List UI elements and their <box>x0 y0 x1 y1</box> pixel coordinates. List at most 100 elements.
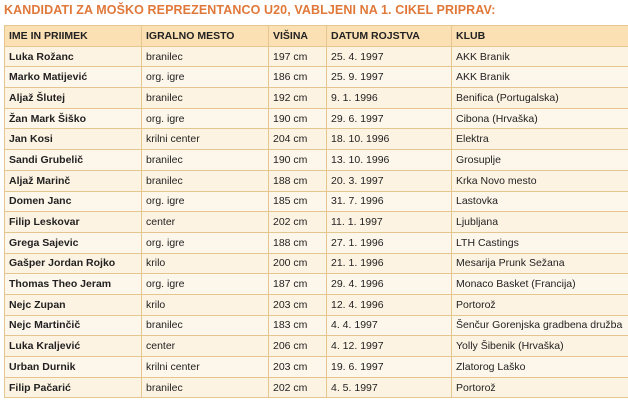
player-position: org. igre <box>141 66 269 89</box>
table-row: Luka Kraljević center 206 cm 4. 12. 1997 Yol… <box>4 335 628 357</box>
player-club: AKK Branik <box>451 45 628 68</box>
column-header-position: IGRALNO MESTO <box>141 25 269 47</box>
player-birthdate: 19. 6. 1997 <box>326 356 452 378</box>
player-name: Grega Sajevic <box>4 231 142 254</box>
player-club: LTH Castings <box>451 231 628 254</box>
player-name: Domen Janc <box>4 190 142 213</box>
player-height: 206 cm <box>268 335 327 357</box>
player-name: Sandi Grubelič <box>4 149 142 171</box>
player-position: center <box>141 335 269 357</box>
table-row: Marko Matijević org. igre 186 cm 25. 9. 199… <box>4 66 628 89</box>
table-row: Aljaž Marinč branilec 188 cm 20. 3. 1997 Krk… <box>4 169 628 192</box>
player-birthdate: 27. 1. 1996 <box>326 231 452 254</box>
player-position: org. igre <box>141 107 269 130</box>
player-position: org. igre <box>141 273 269 295</box>
player-name: Filip Pačarić <box>4 376 142 399</box>
player-position: krilo <box>141 293 269 316</box>
players-table: IME IN PRIIMEK IGRALNO MESTO VIŠINA DATU… <box>4 25 628 399</box>
player-name: Aljaž Marinč <box>4 169 142 192</box>
player-club: Elektra <box>451 128 628 151</box>
player-birthdate: 29. 4. 1996 <box>326 273 452 295</box>
table-row: Luka Rožanc branilec 197 cm 25. 4. 1997 AKK … <box>4 45 628 68</box>
player-height: 197 cm <box>268 45 327 68</box>
player-birthdate: 21. 1. 1996 <box>326 252 452 275</box>
player-club: Mesarija Prunk Sežana <box>451 252 628 275</box>
table-row: Grega Sajevic org. igre 188 cm 27. 1. 1996 L… <box>4 231 628 254</box>
player-height: 188 cm <box>268 231 327 254</box>
table-row: Filip Pačarić branilec 202 cm 4. 5. 1997 Por… <box>4 376 628 399</box>
table-row: Urban Durnik krilni center 203 cm 19. 6. 19… <box>4 356 628 378</box>
player-birthdate: 4. 5. 1997 <box>326 376 452 399</box>
player-height: 192 cm <box>268 87 327 109</box>
table-row: Sandi Grubelič branilec 190 cm 13. 10. 1996… <box>4 149 628 171</box>
player-name: Žan Mark Šiško <box>4 107 142 130</box>
player-position: krilni center <box>141 128 269 151</box>
player-height: 185 cm <box>268 190 327 213</box>
table-row: Gašper Jordan Rojko krilo 200 cm 21. 1. 199… <box>4 252 628 275</box>
player-birthdate: 11. 1. 1997 <box>326 211 452 233</box>
player-birthdate: 4. 12. 1997 <box>326 335 452 357</box>
player-height: 203 cm <box>268 293 327 316</box>
table-row: Žan Mark Šiško org. igre 190 cm 29. 6. 1997… <box>4 107 628 130</box>
player-position: center <box>141 211 269 233</box>
player-club: Portorož <box>451 293 628 316</box>
player-birthdate: 31. 7. 1996 <box>326 190 452 213</box>
player-position: branilec <box>141 149 269 171</box>
column-header-height: VIŠINA <box>268 25 327 47</box>
player-height: 186 cm <box>268 66 327 89</box>
player-position: krilni center <box>141 356 269 378</box>
player-position: krilo <box>141 252 269 275</box>
table-row: Filip Leskovar center 202 cm 11. 1. 1997 Lju… <box>4 211 628 233</box>
player-birthdate: 4. 4. 1997 <box>326 314 452 337</box>
player-height: 190 cm <box>268 149 327 171</box>
player-club: Cibona (Hrvaška) <box>451 107 628 130</box>
player-height: 188 cm <box>268 169 327 192</box>
player-height: 202 cm <box>268 376 327 399</box>
table-row: Aljaž Šlutej branilec 192 cm 9. 1. 1996 Beni… <box>4 87 628 109</box>
player-birthdate: 25. 9. 1997 <box>326 66 452 89</box>
table-body: Luka Rožanc branilec 197 cm 25. 4. 1997 AKK … <box>4 45 628 399</box>
player-name: Urban Durnik <box>4 356 142 378</box>
player-position: branilec <box>141 45 269 68</box>
column-header-name: IME IN PRIIMEK <box>4 25 142 47</box>
player-height: 200 cm <box>268 252 327 275</box>
table-header-row: IME IN PRIIMEK IGRALNO MESTO VIŠINA DATU… <box>4 25 628 47</box>
player-height: 187 cm <box>268 273 327 295</box>
player-height: 183 cm <box>268 314 327 337</box>
player-name: Nejc Zupan <box>4 293 142 316</box>
table-row: Jan Kosi krilni center 204 cm 18. 10. 1996 E… <box>4 128 628 151</box>
player-name: Luka Rožanc <box>4 45 142 68</box>
player-height: 203 cm <box>268 356 327 378</box>
player-birthdate: 29. 6. 1997 <box>326 107 452 130</box>
player-club: Grosuplje <box>451 149 628 171</box>
player-club: Krka Novo mesto <box>451 169 628 192</box>
player-height: 204 cm <box>268 128 327 151</box>
player-club: Benifica (Portugalska) <box>451 87 628 109</box>
player-name: Thomas Theo Jeram <box>4 273 142 295</box>
player-birthdate: 18. 10. 1996 <box>326 128 452 151</box>
table-row: Domen Janc org. igre 185 cm 31. 7. 1996 Last… <box>4 190 628 213</box>
player-birthdate: 12. 4. 1996 <box>326 293 452 316</box>
player-position: org. igre <box>141 190 269 213</box>
player-name: Nejc Martinčič <box>4 314 142 337</box>
table-row: Nejc Martinčič branilec 183 cm 4. 4. 1997 Še… <box>4 314 628 337</box>
player-name: Aljaž Šlutej <box>4 87 142 109</box>
player-height: 202 cm <box>268 211 327 233</box>
player-position: branilec <box>141 87 269 109</box>
player-birthdate: 20. 3. 1997 <box>326 169 452 192</box>
player-name: Gašper Jordan Rojko <box>4 252 142 275</box>
player-birthdate: 25. 4. 1997 <box>326 45 452 68</box>
player-club: Monaco Basket (Francija) <box>451 273 628 295</box>
player-position: org. igre <box>141 231 269 254</box>
player-birthdate: 13. 10. 1996 <box>326 149 452 171</box>
player-name: Luka Kraljević <box>4 335 142 357</box>
player-position: branilec <box>141 376 269 399</box>
page-heading: KANDIDATI ZA MOŠKO REPREZENTANCO U20, VA… <box>4 3 496 17</box>
column-header-birthdate: DATUM ROJSTVA <box>326 25 452 47</box>
player-name: Filip Leskovar <box>4 211 142 233</box>
player-height: 190 cm <box>268 107 327 130</box>
player-club: AKK Branik <box>451 66 628 89</box>
player-club: Lastovka <box>451 190 628 213</box>
player-club: Yolly Šibenik (Hrvaška) <box>451 335 628 357</box>
player-birthdate: 9. 1. 1996 <box>326 87 452 109</box>
